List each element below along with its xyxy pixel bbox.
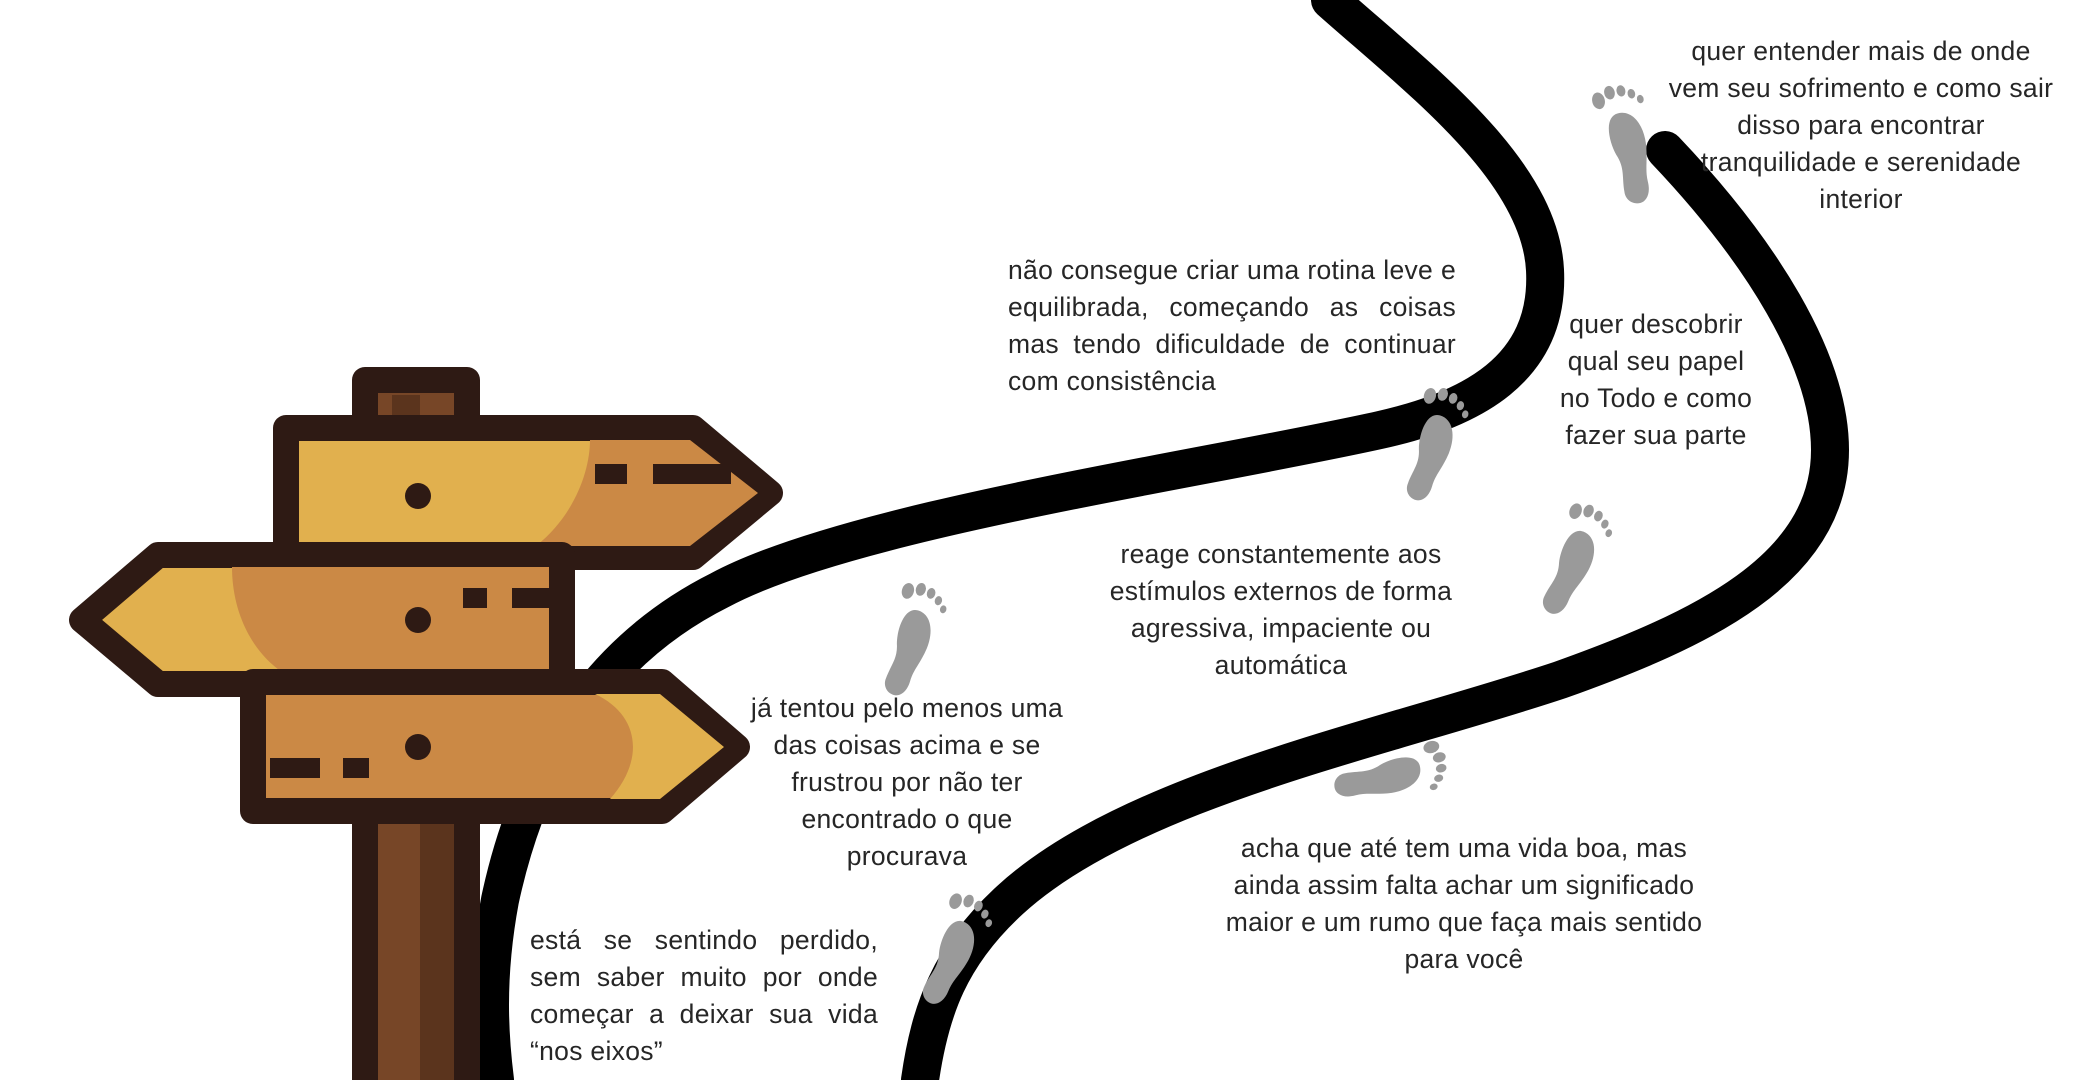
sign-bolt	[405, 483, 431, 509]
sign-bolt	[405, 607, 431, 633]
winding-path-front	[901, 131, 1850, 1080]
sign-bolt	[405, 734, 431, 760]
winding-path-back	[471, 0, 1565, 1080]
caption-reactions: reage constantemente aos estímulos exter…	[1109, 539, 1453, 680]
caption-suffering: quer entender mais de onde vem seu sofri…	[1668, 36, 2054, 214]
footprint-icon	[1531, 498, 1620, 624]
sign-mark	[343, 758, 369, 778]
sign-mark	[595, 464, 627, 484]
footprint-icon	[873, 578, 952, 703]
sign-mark	[653, 464, 731, 484]
sign-mark	[270, 758, 320, 778]
sign-mark	[463, 588, 487, 608]
caption-role: quer descobrir qual seu papel no Todo e …	[1559, 309, 1753, 450]
sign-mark	[512, 588, 550, 608]
signpost-icon	[69, 367, 783, 1080]
caption-frustration: já tentou pelo menos uma das coisas acim…	[750, 693, 1064, 871]
caption-meaning: acha que até tem uma vida boa, mas ainda…	[1225, 833, 1703, 974]
caption-lost: está se sentindo perdido, sem saber muit…	[530, 925, 878, 1066]
caption-routine: não consegue criar uma rotina leve e equ…	[1008, 255, 1456, 396]
